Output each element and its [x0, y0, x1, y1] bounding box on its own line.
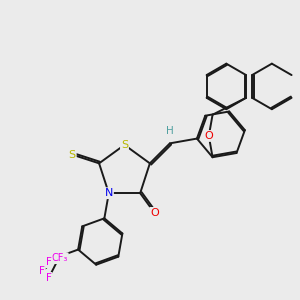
Text: H: H: [166, 126, 174, 136]
Text: N: N: [105, 188, 113, 198]
Text: F: F: [46, 257, 52, 267]
Text: CF₃: CF₃: [52, 253, 68, 263]
Text: O: O: [204, 131, 213, 141]
Text: S: S: [69, 150, 76, 160]
Text: F: F: [39, 266, 45, 276]
Text: O: O: [150, 208, 159, 218]
Text: F: F: [46, 273, 52, 283]
Text: S: S: [121, 140, 128, 150]
